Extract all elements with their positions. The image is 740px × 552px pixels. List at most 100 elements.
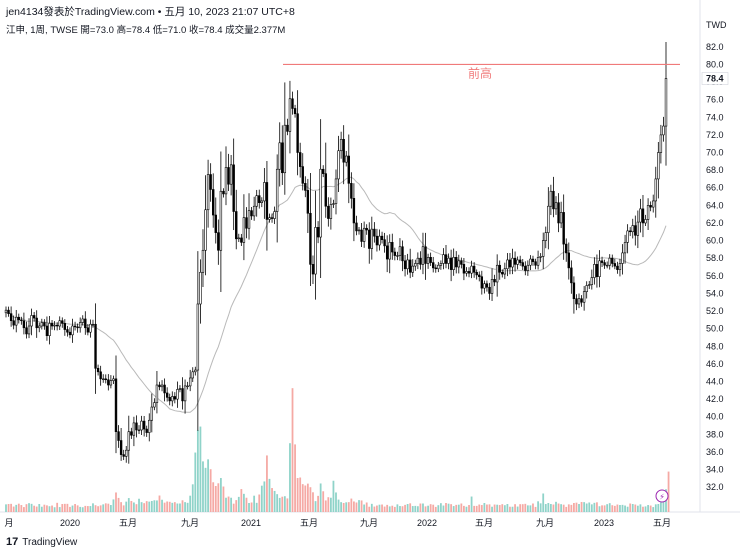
grid (0, 0, 740, 513)
volume-bar (281, 496, 284, 512)
volume-bar (613, 505, 616, 512)
volume-bar (478, 504, 481, 512)
volume-bar (276, 494, 279, 512)
candle-body (160, 384, 164, 388)
volume-bar (383, 506, 386, 512)
candle-body (327, 205, 330, 219)
volume-bar (322, 491, 325, 512)
candle-body (53, 324, 56, 327)
volume-bar (624, 505, 626, 512)
candle-body (634, 225, 637, 236)
volume-bar (63, 503, 66, 512)
candle-body (329, 204, 333, 219)
candle-body (173, 396, 177, 400)
candle-body (316, 227, 320, 238)
volume-bar (427, 505, 429, 512)
candle-body (63, 323, 67, 330)
candle-body (252, 205, 256, 217)
candle-body (577, 298, 581, 305)
volume-bar (17, 503, 20, 512)
volume-bar (171, 502, 174, 512)
candle-body (260, 200, 264, 204)
volume-bar (56, 502, 59, 512)
candle-body (127, 431, 130, 451)
tradingview-brand[interactable]: 17 TradingView (6, 536, 77, 548)
candle-body (229, 164, 233, 185)
candle-body (12, 320, 15, 326)
volume-bar (74, 504, 76, 512)
currency-label: TWD (706, 20, 727, 30)
volume-bar (544, 504, 547, 512)
volume-bar (509, 506, 511, 512)
candle-body (45, 325, 49, 336)
candle-body (411, 265, 414, 273)
candle-body (608, 257, 611, 266)
candle-body (107, 379, 110, 386)
volume-bar (161, 499, 163, 512)
volume-bar (158, 495, 161, 512)
candle-body (119, 440, 123, 455)
volume-bar (248, 502, 250, 512)
volume-bar (263, 481, 266, 512)
volume-bar (202, 461, 204, 512)
volume-bar (603, 505, 606, 512)
volume-bar (214, 486, 217, 512)
candle-body (516, 259, 519, 265)
price-tick-label: 32.0 (706, 482, 724, 492)
volume-bar (173, 502, 176, 512)
candle-body (322, 168, 325, 174)
candle-body (521, 262, 524, 267)
candle-body (35, 317, 38, 329)
volume-bar (562, 504, 565, 512)
candle-body (580, 298, 583, 303)
candle-body (212, 189, 215, 216)
candle-body (186, 385, 189, 388)
volume-bar (406, 504, 409, 512)
time-axis: 月 2020 五月 九月 2021 五月 九月 2022 五月 九月 2023 五月 ⚡ (4, 489, 671, 528)
volume-bar (539, 503, 542, 512)
volume-bar (516, 506, 519, 512)
volume-bar (439, 503, 442, 512)
volume-bars (5, 388, 670, 512)
volume-bar (191, 484, 194, 512)
volume-bar (393, 506, 396, 512)
candle-body (201, 249, 205, 273)
candle-body (334, 178, 338, 204)
candle-body (559, 212, 563, 224)
volume-bar (347, 502, 350, 512)
volume-bar (291, 388, 294, 512)
volume-bar (619, 505, 621, 512)
candle-body (442, 254, 445, 264)
candle-body (58, 320, 61, 327)
candle-body (547, 205, 550, 233)
candle-body (603, 262, 606, 266)
volume-bar (289, 443, 291, 512)
volume-bar (10, 503, 13, 512)
candle-body (483, 283, 486, 289)
candle-body (155, 384, 159, 403)
candle-body (278, 142, 281, 170)
time-tick-label: 九月 (181, 518, 199, 528)
volume-bar (143, 503, 146, 512)
candle-body (544, 232, 547, 241)
volume-bar (179, 503, 181, 512)
candle-body (652, 200, 655, 208)
volume-bar (301, 484, 304, 512)
volume-bar (608, 503, 611, 512)
volume-bar (283, 496, 286, 512)
volume-bar (222, 486, 225, 512)
candle-body (646, 205, 650, 220)
volume-bar (529, 505, 532, 512)
volume-bar (598, 506, 601, 512)
alert-icon[interactable] (655, 489, 669, 503)
volume-bar (266, 455, 268, 512)
volume-bar (237, 496, 240, 512)
volume-bar (483, 502, 486, 512)
candle-body (275, 168, 279, 212)
candle-body (76, 326, 79, 329)
volume-bar (145, 501, 148, 512)
candle-body (623, 242, 627, 254)
candle-body (273, 211, 276, 219)
candle-body (222, 190, 225, 195)
